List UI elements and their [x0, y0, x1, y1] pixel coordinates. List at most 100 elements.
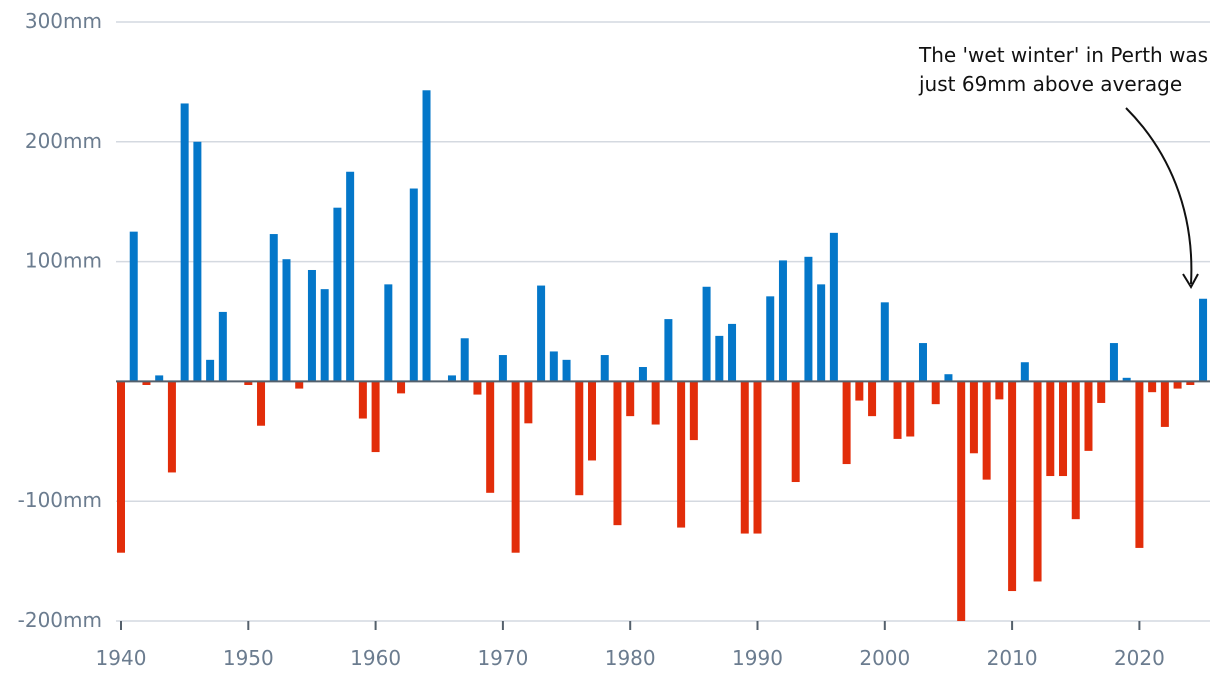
bar-1940	[117, 381, 125, 553]
bar-1979	[613, 381, 622, 526]
bar-1976	[575, 381, 584, 496]
bar-2006	[957, 381, 966, 621]
axes	[116, 380, 1210, 630]
bar-1981	[638, 367, 647, 382]
bar-1978	[600, 355, 609, 382]
annotation-line-1: The 'wet winter' in Perth was	[918, 43, 1208, 67]
y-tick-label: 100mm	[25, 249, 102, 273]
y-axis-labels: 300mm 200mm 100mm -100mm -200mm	[18, 9, 102, 632]
bar-1954	[295, 381, 304, 389]
bar-1993	[791, 381, 800, 483]
bar-2004	[931, 381, 940, 405]
bar-1975	[562, 359, 571, 382]
bar-1974	[549, 351, 558, 382]
x-tick-label: 1990	[732, 646, 783, 670]
bar-2012	[1033, 381, 1042, 582]
bar-1968	[473, 381, 482, 395]
bars	[117, 90, 1208, 621]
x-tick-label: 1960	[350, 646, 401, 670]
x-axis-labels: 1940 1950 1960 1970 1980 1990 2000 2010 2020	[96, 646, 1165, 670]
annotation: The 'wet winter' in Perth was just 69mm …	[918, 43, 1208, 290]
bar-1989	[740, 381, 749, 534]
bar-2014	[1059, 381, 1068, 477]
bar-2013	[1046, 381, 1055, 477]
bar-2025	[1199, 298, 1208, 382]
x-tick-label: 2000	[859, 646, 910, 670]
bar-1956	[320, 289, 329, 382]
bar-1952	[269, 234, 278, 382]
bar-2010	[1008, 381, 1017, 592]
bar-2005	[944, 374, 953, 382]
x-tick-label: 1970	[477, 646, 528, 670]
bar-1971	[511, 381, 520, 553]
bar-2020	[1135, 381, 1144, 548]
y-tick-label: -100mm	[18, 488, 102, 512]
bar-1992	[778, 260, 787, 382]
bar-2009	[995, 381, 1004, 400]
bar-1997	[842, 381, 851, 465]
bar-1959	[358, 381, 367, 419]
bar-1991	[766, 296, 775, 382]
x-tick-label: 1940	[96, 646, 147, 670]
bar-1948	[218, 311, 227, 382]
bar-1987	[715, 335, 724, 382]
bar-1947	[206, 359, 215, 382]
bar-2007	[969, 381, 978, 454]
y-tick-label: 300mm	[25, 9, 102, 33]
bar-1983	[664, 319, 673, 382]
bar-1944	[167, 381, 176, 473]
bar-1957	[333, 207, 342, 382]
bar-1967	[460, 338, 469, 382]
bar-1999	[868, 381, 877, 417]
bar-2018	[1109, 343, 1118, 382]
bar-1950	[244, 381, 253, 385]
bar-2000	[880, 302, 889, 382]
bar-1980	[626, 381, 635, 417]
bar-1945	[180, 103, 189, 382]
x-tick-label: 1980	[605, 646, 656, 670]
bar-1972	[524, 381, 533, 424]
bar-1994	[804, 256, 813, 382]
bar-2001	[893, 381, 902, 439]
bar-1984	[677, 381, 686, 528]
x-tick-label: 1950	[223, 646, 274, 670]
bar-1963	[409, 188, 418, 382]
bar-1958	[346, 171, 355, 382]
bar-1969	[486, 381, 495, 493]
bar-2011	[1020, 362, 1029, 382]
bar-1973	[537, 285, 546, 382]
bar-1985	[689, 381, 698, 441]
bar-1960	[371, 381, 380, 453]
bar-1943	[155, 375, 164, 382]
bar-1946	[193, 141, 202, 382]
bar-1977	[588, 381, 597, 461]
bar-1970	[498, 355, 507, 382]
bar-1951	[257, 381, 266, 426]
bar-1961	[384, 284, 393, 382]
bar-1942	[142, 381, 151, 385]
bar-1962	[397, 381, 406, 394]
grid-lines	[116, 21, 1210, 622]
bar-2016	[1084, 381, 1093, 451]
bar-1982	[651, 381, 660, 425]
y-tick-label: 200mm	[25, 129, 102, 153]
bar-1953	[282, 259, 291, 382]
bar-2017	[1097, 381, 1106, 403]
bar-1988	[728, 323, 737, 382]
bar-1996	[829, 232, 838, 382]
bar-2015	[1071, 381, 1080, 520]
annotation-arrow-head	[1182, 273, 1199, 290]
bar-1998	[855, 381, 864, 401]
x-tick-label: 2010	[987, 646, 1038, 670]
bar-2003	[918, 343, 927, 382]
bar-2008	[982, 381, 991, 480]
bar-1990	[753, 381, 762, 534]
y-tick-label: -200mm	[18, 608, 102, 632]
bar-1986	[702, 286, 711, 382]
bar-2023	[1173, 381, 1182, 389]
bar-2024	[1186, 381, 1195, 385]
bar-1964	[422, 90, 431, 382]
x-tick-label: 2020	[1114, 646, 1165, 670]
bar-2022	[1160, 381, 1169, 427]
